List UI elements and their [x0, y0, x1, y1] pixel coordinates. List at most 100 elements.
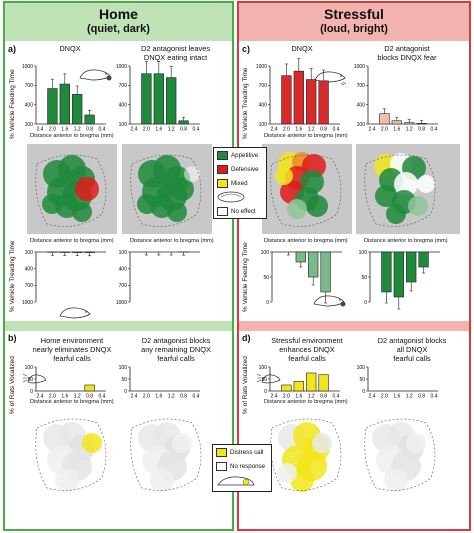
stress-d2-treading-bar	[404, 122, 415, 125]
region-outline	[364, 418, 436, 491]
rat-vocal-icon-home	[22, 373, 47, 384]
home-dnqx-vocal-ytick-label: 0	[30, 389, 33, 395]
site-blob	[167, 202, 187, 222]
home-dnqx-feeding-xtick-label: 0.8	[86, 127, 93, 133]
home-dnqx-feeding-bar	[47, 88, 58, 125]
stress-d2-treading-bar	[391, 120, 402, 125]
no-effect-swatch	[217, 206, 228, 216]
home-dnqx-vocal-xtick-label: 2.4	[37, 394, 44, 400]
stressful-subtitle: (loud, bright)	[320, 23, 388, 35]
rat-treading-icon-home	[59, 307, 91, 319]
stress-dnqx-treading-xtick-label: 1.6	[295, 127, 302, 133]
site-blob	[384, 468, 408, 492]
home-dnqx-treading-bar	[84, 251, 95, 253]
site-blob	[375, 185, 397, 207]
region-outline	[270, 154, 342, 227]
stress-d2-feeding-ytick-label: 0	[364, 300, 367, 306]
site-blob	[277, 463, 297, 483]
map-a1	[27, 144, 117, 234]
stress-dnqx-feeding-bar	[308, 251, 319, 278]
stress-d2-feeding-bar	[381, 251, 392, 293]
home-dnqx-feeding-xtick-label: 0.4	[99, 127, 106, 133]
stress-d2-treading-xtick-label: 1.2	[406, 127, 413, 133]
stress-dnqx-feeding-bar	[320, 251, 331, 293]
home-d2-vocal-xtick-label: 2.4	[131, 394, 138, 400]
appetitive-swatch	[217, 150, 228, 160]
stress-dnqx-treading-xtick-label: 2.4	[271, 127, 278, 133]
site-blob	[386, 204, 406, 224]
stress-dnqx-treading-ytick-label: 700	[259, 83, 268, 89]
brain-sagittal-icon	[216, 475, 256, 489]
home-d2-feeding-bar	[141, 73, 152, 125]
xlabel-d: Distance anterior to bregma (mm)	[264, 399, 348, 405]
site-blob	[55, 468, 79, 492]
stress-d2-treading-xtick-label: 0.8	[418, 127, 425, 133]
stress-d2-treading-xtick-label: 2.0	[381, 127, 388, 133]
legend-appetitive: Appetitive	[214, 148, 266, 162]
region-outline	[270, 418, 342, 491]
home-dnqx-vocal-ytick-label: 50	[27, 377, 33, 383]
home-dnqx-feeding-xtick-label: 1.6	[61, 127, 68, 133]
site-blob	[82, 433, 102, 453]
home-d2-vocal-xtick-label: 1.2	[168, 394, 175, 400]
home-d2-treading-ytick-label: 100	[119, 250, 128, 256]
home-dnqx-treading-ytick-label: 1000	[22, 300, 33, 306]
panel-c-label: c)	[242, 44, 251, 54]
home-dnqx-feeding-ytick-label: 100	[25, 122, 34, 128]
stress-dnqx-treading-bar	[306, 79, 317, 125]
home-panel: Home (quiet, dark)	[3, 1, 234, 531]
stress-d2-feeding-bar	[393, 251, 404, 298]
site-blob	[42, 194, 62, 214]
home-d2-feeding-xtick-label: 1.2	[168, 127, 175, 133]
site-blob	[172, 433, 192, 453]
site-blob	[408, 196, 428, 216]
stress-d2-vocal-xtick-label: 2.0	[381, 394, 388, 400]
home-d2-feeding-ytick-label: 100	[119, 122, 128, 128]
stressful-band	[239, 321, 469, 331]
home-dnqx-feeding-ytick-label: 1000	[22, 64, 33, 70]
home-dnqx-vocal-xtick-label: 1.2	[74, 394, 81, 400]
home-dnqx-feeding-bar	[84, 114, 95, 125]
xlabel-b: Distance anterior to bregma (mm)	[30, 399, 114, 405]
home-d2-treading-ytick-label: 700	[119, 283, 128, 289]
home-dnqx-feeding-xtick-label: 2.4	[37, 127, 44, 133]
region-outline	[130, 418, 202, 491]
home-subtitle: (quiet, dark)	[87, 23, 150, 35]
stress-d2-vocal-ytick-label: 100	[357, 365, 366, 371]
home-d2-feeding-ytick-label: 700	[119, 83, 128, 89]
legend-mixed: Mixed	[214, 176, 266, 190]
panel-a-label: a)	[8, 44, 17, 54]
home-d2-vocal-xtick-label: 0.4	[193, 394, 200, 400]
rat-eating-icon-stress	[313, 295, 346, 307]
site-blob	[417, 175, 435, 193]
home-d2-feeding-xtick-label: 2.0	[143, 127, 150, 133]
stress-d2-treading-ytick-label: 100	[357, 122, 366, 128]
panel-d-label: d)	[242, 333, 251, 343]
home-d2-feeding-xtick-label: 0.8	[180, 127, 187, 133]
stress-dnqx-vocal-xtick-label: 2.4	[271, 394, 278, 400]
stress-dnqx-vocal-xtick-label: 2.0	[283, 394, 290, 400]
map-b2	[122, 408, 212, 518]
stress-d2-vocal-xtick-label: 1.6	[393, 394, 400, 400]
stress-dnqx-vocal-xtick-label: 1.2	[308, 394, 315, 400]
legend-no-response: No response	[213, 459, 271, 473]
home-d2-feeding-xtick-label: 1.6	[155, 127, 162, 133]
home-d2-vocal-xtick-label: 0.8	[180, 394, 187, 400]
site-blob	[306, 195, 328, 217]
caption-b2: D2 antagonist blocks any remaining DNQX …	[141, 336, 211, 363]
home-header: Home (quiet, dark)	[5, 3, 232, 41]
stress-d2-feeding-ytick-label: 50	[361, 275, 367, 281]
stress-dnqx-treading-bar	[281, 75, 292, 125]
site-blob	[75, 177, 99, 201]
legend-no-effect: No effect	[214, 204, 266, 218]
legend-calls: Distress call No response	[212, 444, 272, 492]
stress-dnqx-treading-bar	[293, 70, 304, 125]
site-blob	[312, 433, 332, 453]
home-d2-feeding-xtick-label: 0.4	[193, 127, 200, 133]
home-dnqx-feeding-bar	[72, 94, 83, 125]
brain-icon	[217, 191, 247, 203]
stress-dnqx-feeding-ytick-label: 100	[261, 250, 270, 256]
home-dnqx-feeding-ytick-label: 400	[25, 102, 34, 108]
home-dnqx-feeding-xtick-label: 1.2	[74, 127, 81, 133]
stressful-panel: Stressful (loud, bright)	[237, 1, 471, 531]
